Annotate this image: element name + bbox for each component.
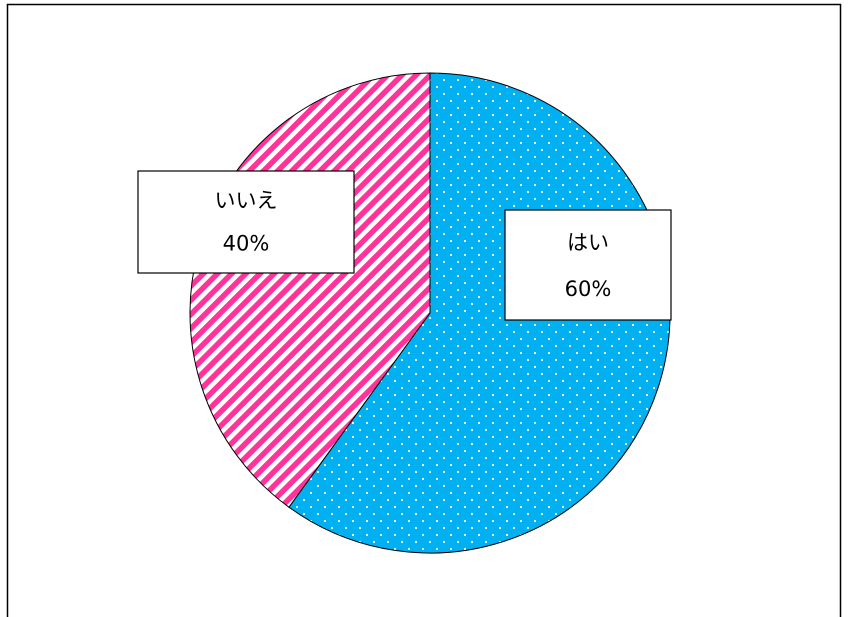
data-label-box-2 [137,170,355,274]
data-labels: はい 60% いいえ 40% [137,170,672,321]
slice-percent-label: 40% [223,232,270,256]
pie-slice-1 [288,72,671,554]
slice-category-label: いいえ [215,189,278,213]
slice-percent-label: 60% [565,277,612,301]
data-label-box-1 [504,209,672,321]
slice-category-label: はい [567,231,609,255]
